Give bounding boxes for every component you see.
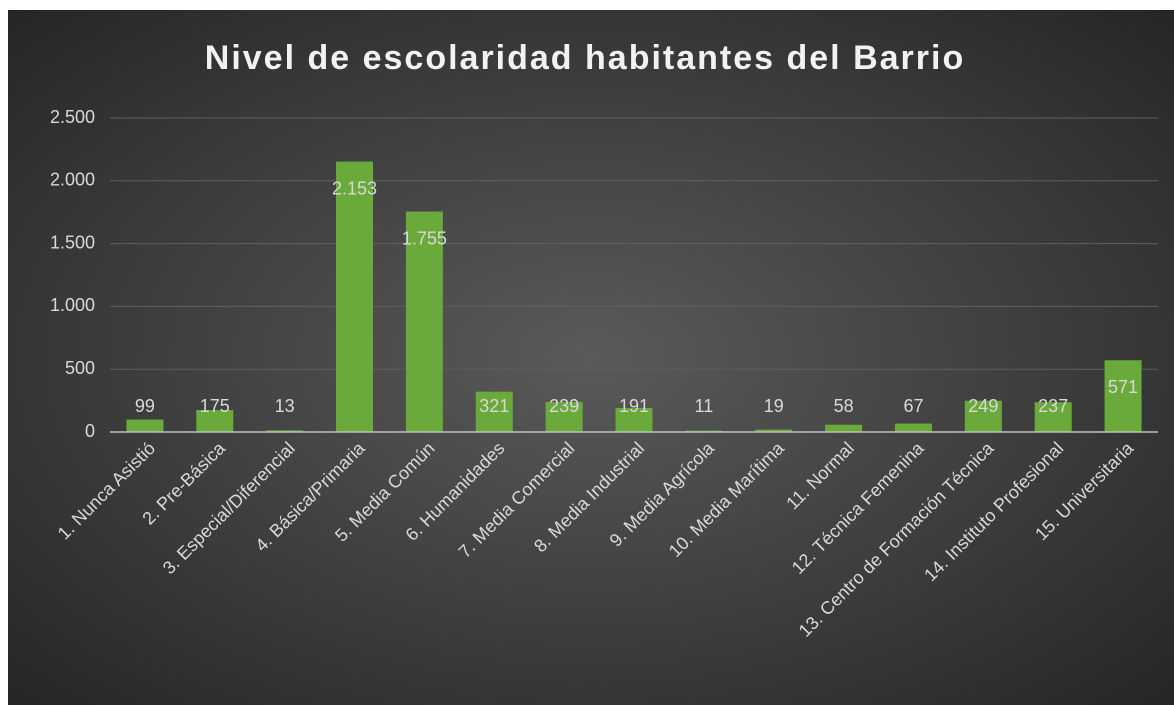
bar [126, 419, 164, 432]
data-label: 2.153 [332, 178, 377, 198]
data-label: 175 [200, 396, 230, 416]
data-label: 13 [275, 396, 295, 416]
data-label: 249 [968, 396, 998, 416]
data-label: 239 [549, 396, 579, 416]
bar [755, 429, 793, 432]
chart-background [8, 10, 1174, 705]
y-tick-label: 500 [65, 358, 95, 378]
data-label: 67 [903, 396, 923, 416]
chart-title: Nivel de escolaridad habitantes del Barr… [205, 39, 965, 77]
y-tick-label: 2.000 [50, 170, 95, 190]
bar [266, 430, 304, 432]
bar [894, 423, 932, 432]
data-label: 58 [834, 396, 854, 416]
y-tick-label: 1.500 [50, 232, 95, 252]
bar [1104, 360, 1142, 432]
bar [336, 161, 374, 433]
bar [964, 400, 1002, 432]
y-tick-label: 0 [85, 421, 95, 441]
y-tick-label: 1.000 [50, 295, 95, 315]
data-label: 321 [479, 396, 509, 416]
y-tick-label: 2.500 [50, 107, 95, 127]
bar [405, 211, 443, 432]
bar [475, 391, 513, 432]
data-label: 571 [1108, 377, 1138, 397]
data-label: 11 [695, 396, 714, 416]
bar [1034, 402, 1072, 432]
data-label: 19 [764, 396, 784, 416]
data-label: 237 [1038, 396, 1068, 416]
bar [196, 410, 234, 432]
data-label: 191 [619, 396, 649, 416]
bar [615, 408, 653, 432]
bar [545, 401, 583, 432]
data-label: 1.755 [402, 228, 447, 248]
data-label: 99 [135, 396, 155, 416]
bar [825, 424, 863, 432]
